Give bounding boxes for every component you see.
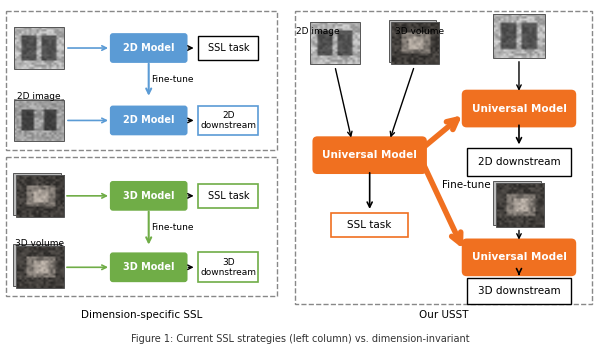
Bar <box>493 14 545 58</box>
Bar <box>467 278 571 304</box>
Bar <box>199 184 258 208</box>
Bar <box>199 105 258 135</box>
Text: Universal Model: Universal Model <box>472 103 566 114</box>
Bar <box>14 27 64 69</box>
Bar <box>16 246 64 288</box>
Bar <box>14 99 64 141</box>
FancyBboxPatch shape <box>110 252 188 282</box>
Text: 3D Model: 3D Model <box>123 191 175 201</box>
Text: 3D downstream: 3D downstream <box>478 286 560 296</box>
Bar <box>7 11 277 150</box>
Bar <box>467 148 571 176</box>
Bar <box>295 11 592 304</box>
FancyBboxPatch shape <box>110 33 188 63</box>
Text: Figure 1: Current SSL strategies (left column) vs. dimension-invariant: Figure 1: Current SSL strategies (left c… <box>131 334 469 344</box>
Text: 3D Model: 3D Model <box>123 262 175 272</box>
Text: 2D image: 2D image <box>17 92 61 101</box>
Text: 3D
downstream: 3D downstream <box>200 258 256 277</box>
Text: 2D image: 2D image <box>296 27 340 36</box>
FancyBboxPatch shape <box>110 105 188 135</box>
Text: 3D volume: 3D volume <box>395 27 444 36</box>
FancyBboxPatch shape <box>462 239 576 276</box>
Bar <box>199 36 258 60</box>
Bar <box>496 183 544 227</box>
FancyBboxPatch shape <box>313 136 427 174</box>
Text: 2D
downstream: 2D downstream <box>200 111 256 130</box>
Bar <box>7 157 277 296</box>
Bar <box>389 20 436 62</box>
Text: 3D volume: 3D volume <box>14 239 64 248</box>
Text: Our USST: Our USST <box>419 310 468 320</box>
Bar <box>493 181 541 225</box>
Text: 2D Model: 2D Model <box>123 115 175 125</box>
FancyBboxPatch shape <box>462 90 576 127</box>
Text: Fine-tune: Fine-tune <box>151 75 194 84</box>
FancyBboxPatch shape <box>110 181 188 211</box>
Bar <box>391 22 439 64</box>
Text: Fine-tune: Fine-tune <box>442 180 491 190</box>
Text: Universal Model: Universal Model <box>322 150 417 160</box>
Text: SSL task: SSL task <box>347 219 392 230</box>
Bar <box>13 173 61 215</box>
Bar <box>199 252 258 282</box>
Bar <box>331 213 409 236</box>
Text: SSL task: SSL task <box>208 43 249 53</box>
Text: 2D Model: 2D Model <box>123 43 175 53</box>
Text: 2D downstream: 2D downstream <box>478 157 560 167</box>
Text: Universal Model: Universal Model <box>472 252 566 262</box>
Text: Fine-tune: Fine-tune <box>151 223 194 232</box>
Bar <box>16 175 64 217</box>
Bar <box>13 245 61 286</box>
Text: SSL task: SSL task <box>208 191 249 201</box>
Text: Dimension-specific SSL: Dimension-specific SSL <box>81 310 202 320</box>
Bar <box>310 22 360 64</box>
